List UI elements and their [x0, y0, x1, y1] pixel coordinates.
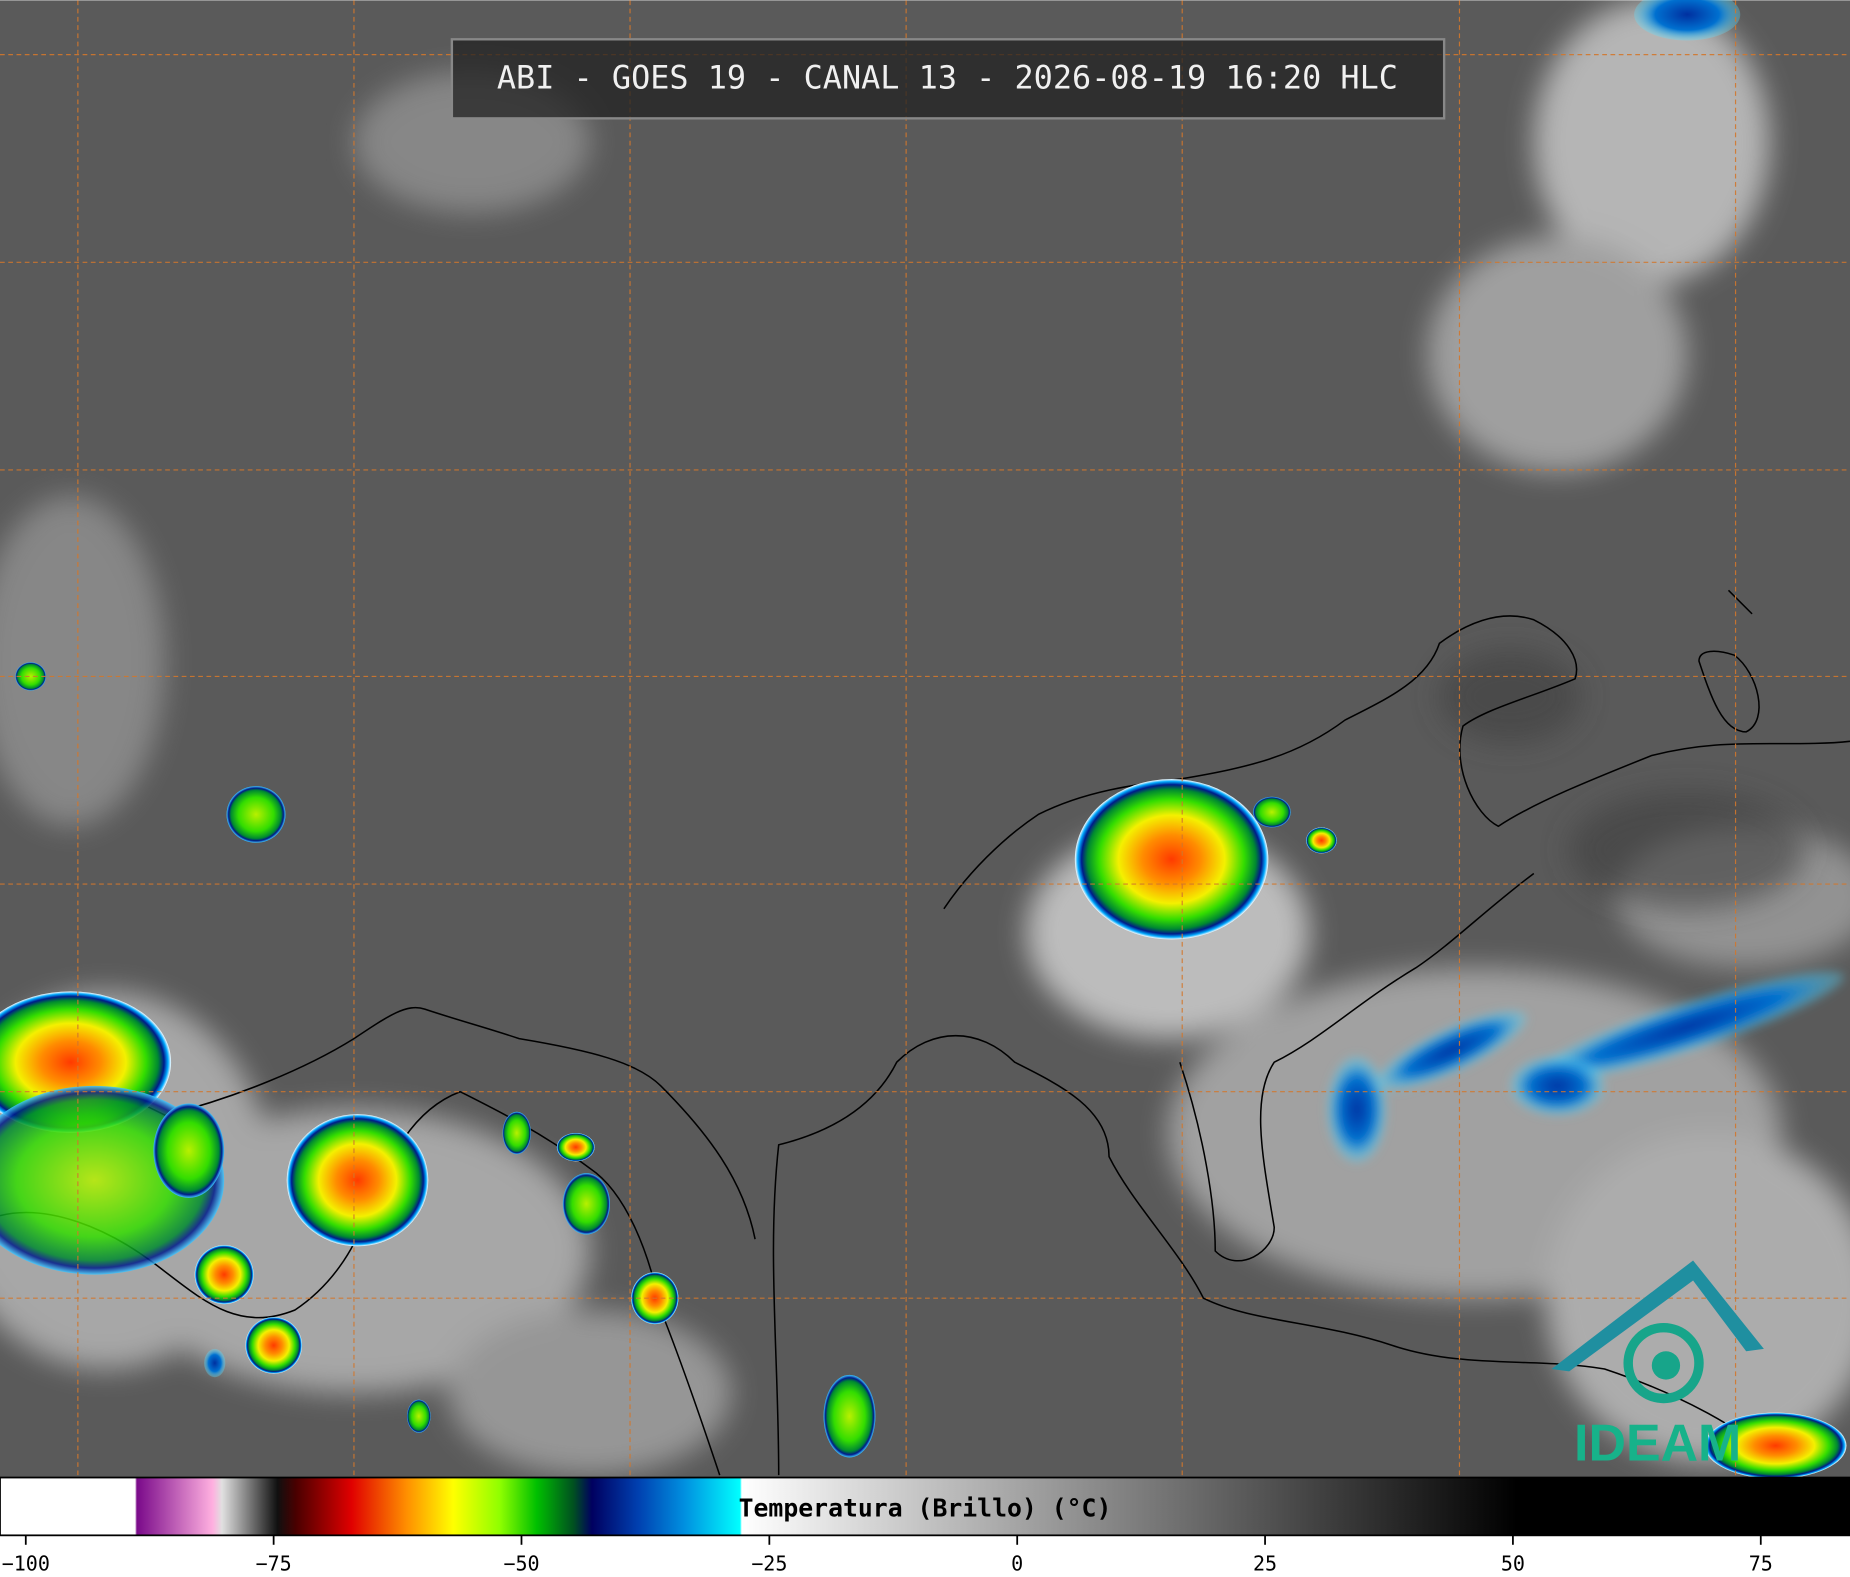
- graticule: [0, 0, 1850, 1478]
- colorbar-tick-label: −50: [503, 1551, 539, 1575]
- logo: IDEAM: [1551, 1260, 1764, 1473]
- colorbar-tick-label: 75: [1749, 1551, 1773, 1575]
- colorbar-tick-label: 50: [1501, 1551, 1525, 1575]
- colorbar-tick-label: −100: [2, 1551, 50, 1575]
- title-box: [450, 38, 1446, 120]
- colorbar-tick-label: 0: [1011, 1551, 1023, 1575]
- colorbar-label: Temperatura (Brillo) (°C): [739, 1493, 1112, 1522]
- colorbar-tick-label: −25: [751, 1551, 787, 1575]
- colorbar-tick-label: −75: [256, 1551, 292, 1575]
- logo-text: IDEAM: [1574, 1415, 1741, 1473]
- title: ABI - GOES 19 - CANAL 13 - 2026-08-19 16…: [497, 58, 1398, 96]
- colorbar: [0, 1476, 1850, 1537]
- storm-cells: [0, 0, 1847, 1479]
- colorbar-ticks: −100 −75 −50 −25 0 25 50 75: [2, 1535, 1773, 1575]
- colorbar-tick-label: 25: [1253, 1551, 1277, 1575]
- land-dark: [1439, 649, 1806, 909]
